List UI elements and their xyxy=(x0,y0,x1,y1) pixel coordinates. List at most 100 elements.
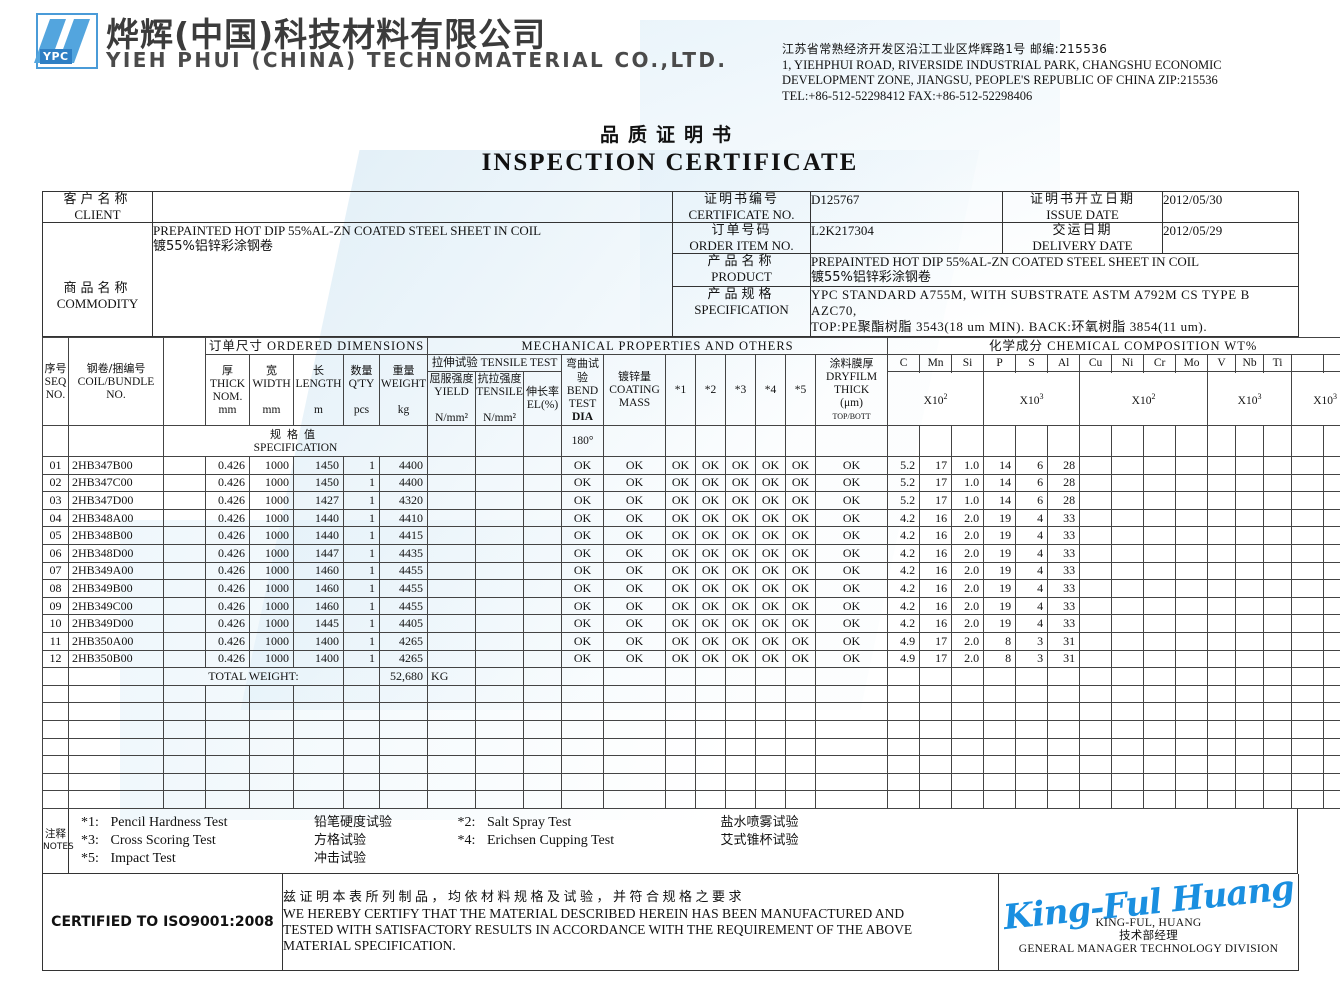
cell-spacer xyxy=(163,561,206,581)
table-body: 01 2HB347B00 0.426 1000 1450 1 4400 OK OK OK OK OK O… xyxy=(42,456,1340,669)
cell-element-Cr xyxy=(1143,543,1177,563)
cell-empty xyxy=(1015,772,1049,792)
notes-line-3: *5: Impact Test 冲击试验 xyxy=(81,850,1297,868)
col-element-Cu: Cu xyxy=(1079,354,1113,372)
cell-element-Si: 2.0 xyxy=(951,614,985,633)
cell-elongation xyxy=(523,491,563,510)
cell-empty xyxy=(951,772,985,792)
cell-empty xyxy=(42,772,69,792)
cell-spacer xyxy=(163,596,206,616)
cell-empty xyxy=(815,719,889,739)
address-cn: 江苏省常熟经济开发区沿江工业区烨辉路1号 邮编:215536 xyxy=(782,42,1108,56)
cell-empty xyxy=(1079,702,1113,721)
table-empty-row xyxy=(42,737,1340,757)
cell-star4: OK xyxy=(755,526,787,545)
cell-elongation xyxy=(523,561,563,581)
group-mechanical-properties: MECHANICAL PROPERTIES AND OTHERS xyxy=(427,337,889,355)
cell-spacer xyxy=(163,631,206,651)
cell-empty xyxy=(695,684,727,704)
cell-length: 1447 xyxy=(293,543,344,563)
cell-element-extra2 xyxy=(1323,561,1340,581)
cell-empty xyxy=(1291,790,1325,809)
certificate-info-table: 客户名称 CLIENT 证明书编号 CERTIFICATE NO. D12576… xyxy=(42,191,1299,337)
cell-empty xyxy=(1291,755,1325,774)
cell-weight: 4455 xyxy=(378,579,429,598)
cell-empty xyxy=(475,702,525,721)
note-3-cn: 方格试验 xyxy=(314,832,367,848)
cell-length: 1450 xyxy=(293,473,344,493)
cell-thick: 0.426 xyxy=(205,543,250,563)
col-element-C: C xyxy=(887,354,921,372)
cell-empty xyxy=(1323,719,1340,739)
cell-empty xyxy=(1047,702,1081,721)
cell-empty xyxy=(983,702,1017,721)
order-item-no-label: 订单号码 ORDER ITEM NO. xyxy=(672,222,811,254)
client-value xyxy=(152,191,673,223)
table-row: 01 2HB347B00 0.426 1000 1450 1 4400 OK OK OK OK OK O… xyxy=(42,456,1340,475)
cell-element-extra1 xyxy=(1291,491,1325,510)
cell-element-P: 19 xyxy=(983,526,1017,545)
cell-empty xyxy=(1143,702,1177,721)
cell-empty xyxy=(42,684,69,704)
cell-spacer xyxy=(163,473,206,493)
cell-star3: OK xyxy=(725,631,757,651)
cell-weight: 4400 xyxy=(378,473,429,493)
cell-dryfilm-thick: OK xyxy=(815,456,889,475)
cell-element-S: 6 xyxy=(1015,491,1049,510)
address-en-line1: 1, YIEHPHUI ROAD, RIVERSIDE INDUSTRIAL P… xyxy=(782,57,1222,72)
cell-empty xyxy=(475,719,525,739)
cell-qty: 1 xyxy=(343,631,380,651)
cell-empty xyxy=(951,702,985,721)
cell-star2: OK xyxy=(695,508,727,528)
cell-element-Ti xyxy=(1263,614,1293,633)
cell-empty xyxy=(1175,755,1209,774)
cell-empty xyxy=(293,684,344,704)
cell-thick: 0.426 xyxy=(205,526,250,545)
cell-width: 1000 xyxy=(249,631,294,651)
table-empty-row xyxy=(42,772,1340,792)
cell-empty xyxy=(603,737,667,757)
cell-empty xyxy=(523,702,563,721)
cell-empty xyxy=(983,719,1017,739)
cell-element-Al: 33 xyxy=(1047,579,1081,598)
cell-element-Cu xyxy=(1079,631,1113,651)
multiplier-3: X102 xyxy=(1079,371,1209,426)
cell-dryfilm-thick: OK xyxy=(815,649,889,669)
cell-element-Mn: 16 xyxy=(919,543,953,563)
cell-star5: OK xyxy=(785,526,817,545)
cell-bend-test: OK xyxy=(561,579,605,598)
cell-element-Ti xyxy=(1263,473,1293,493)
cell-element-Mn: 17 xyxy=(919,631,953,651)
cell-empty xyxy=(378,737,429,757)
cell-empty xyxy=(1015,755,1049,774)
cell-tensile xyxy=(475,579,525,598)
cell-element-Al: 33 xyxy=(1047,543,1081,563)
cell-tensile xyxy=(475,543,525,563)
cell-empty xyxy=(1175,737,1209,757)
cell-yield xyxy=(427,649,477,669)
cell-element-Cu xyxy=(1079,561,1113,581)
specification-value: YPC STANDARD A755M, WITH SUBSTRATE ASTM … xyxy=(810,286,1299,337)
cell-star3: OK xyxy=(725,596,757,616)
cell-thick: 0.426 xyxy=(205,614,250,633)
cell-empty xyxy=(1111,702,1145,721)
cell-elongation xyxy=(523,473,563,493)
cell-empty xyxy=(343,790,380,809)
cell-empty xyxy=(561,737,605,757)
cell-element-Cr xyxy=(1143,596,1177,616)
cell-element-Mo xyxy=(1175,614,1209,633)
cell-yield xyxy=(427,508,477,528)
cell-star3: OK xyxy=(725,526,757,545)
cell-width: 1000 xyxy=(249,508,294,528)
cell-star1: OK xyxy=(665,596,697,616)
cell-empty xyxy=(1263,755,1293,774)
cell-empty xyxy=(919,772,953,792)
cell-length: 1460 xyxy=(293,561,344,581)
table-empty-row xyxy=(42,755,1340,774)
cell-element-Cu xyxy=(1079,614,1113,633)
cell-element-Si: 1.0 xyxy=(951,473,985,493)
cell-empty xyxy=(1263,702,1293,721)
cell-element-Ni xyxy=(1111,491,1145,510)
col-element-Mn: Mn xyxy=(919,354,953,372)
cell-empty xyxy=(1235,702,1265,721)
